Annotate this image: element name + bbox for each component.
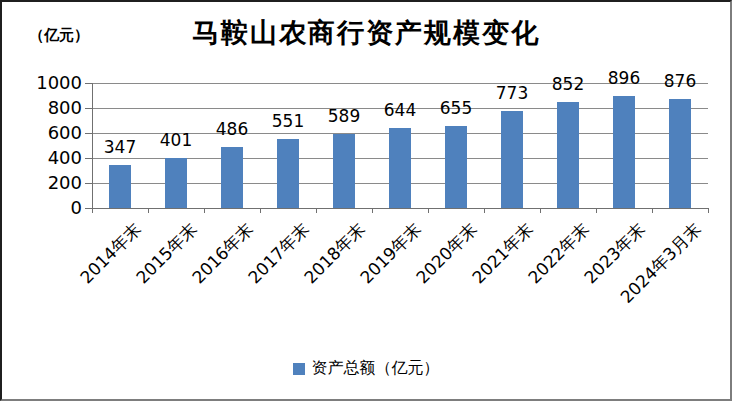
y-tick-label: 200 <box>20 174 82 192</box>
bar-value-label: 773 <box>485 84 539 102</box>
legend-label: 资产总额（亿元） <box>312 358 440 379</box>
y-tick-label: 0 <box>20 199 82 217</box>
y-tick-label: 400 <box>20 149 82 167</box>
x-tick-mark <box>92 208 93 213</box>
bar-value-label: 401 <box>149 131 203 149</box>
bar <box>333 134 355 208</box>
x-axis-line <box>92 208 708 209</box>
y-tick-mark <box>85 83 92 84</box>
x-tick-mark <box>708 208 709 213</box>
bar-value-label: 852 <box>541 75 595 93</box>
x-tick-mark <box>204 208 205 213</box>
bar <box>221 147 243 208</box>
x-tick-mark <box>540 208 541 213</box>
y-tick-mark <box>85 208 92 209</box>
x-tick-mark <box>652 208 653 213</box>
bar-value-label: 347 <box>93 138 147 156</box>
x-tick-mark <box>148 208 149 213</box>
bar-value-label: 551 <box>261 112 315 130</box>
x-category-label: 2024年3月末 <box>598 218 706 326</box>
bar <box>669 99 691 209</box>
bar-value-label: 876 <box>653 72 707 90</box>
bar-value-label: 589 <box>317 107 371 125</box>
x-tick-mark <box>428 208 429 213</box>
bar <box>613 96 635 208</box>
x-tick-mark <box>596 208 597 213</box>
bar-value-label: 655 <box>429 99 483 117</box>
bar-value-label: 486 <box>205 120 259 138</box>
chart-frame: （亿元） 马鞍山农商行资产规模变化 资产总额（亿元） 0200400600800… <box>0 0 732 401</box>
bar <box>445 126 467 208</box>
y-tick-label: 1000 <box>20 74 82 92</box>
y-tick-mark <box>85 183 92 184</box>
x-tick-mark <box>372 208 373 213</box>
bar <box>389 128 411 209</box>
legend-swatch-icon <box>293 363 305 375</box>
y-tick-label: 800 <box>20 99 82 117</box>
y-tick-label: 600 <box>20 124 82 142</box>
x-tick-mark <box>484 208 485 213</box>
bar <box>165 158 187 208</box>
y-tick-mark <box>85 108 92 109</box>
chart-title: 马鞍山农商行资产规模变化 <box>2 15 730 51</box>
bar <box>277 139 299 208</box>
x-tick-mark <box>260 208 261 213</box>
y-tick-mark <box>85 133 92 134</box>
bar-value-label: 896 <box>597 69 651 87</box>
bar <box>109 165 131 208</box>
bar <box>501 111 523 208</box>
bar <box>557 102 579 209</box>
x-tick-mark <box>316 208 317 213</box>
legend: 资产总额（亿元） <box>2 358 730 379</box>
y-tick-mark <box>85 158 92 159</box>
bar-value-label: 644 <box>373 101 427 119</box>
